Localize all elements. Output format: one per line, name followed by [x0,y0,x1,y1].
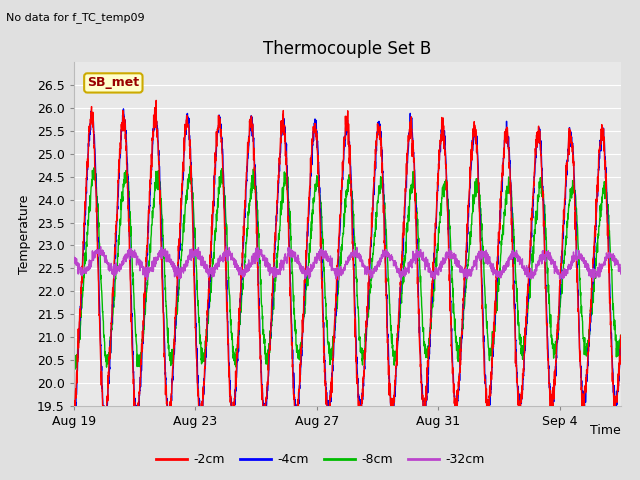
Y-axis label: Temperature: Temperature [18,194,31,274]
Title: Thermocouple Set B: Thermocouple Set B [263,40,431,58]
Text: SB_met: SB_met [87,76,140,89]
Text: No data for f_TC_temp09: No data for f_TC_temp09 [6,12,145,23]
Legend: -2cm, -4cm, -8cm, -32cm: -2cm, -4cm, -8cm, -32cm [150,448,490,471]
Text: Time: Time [590,424,621,437]
